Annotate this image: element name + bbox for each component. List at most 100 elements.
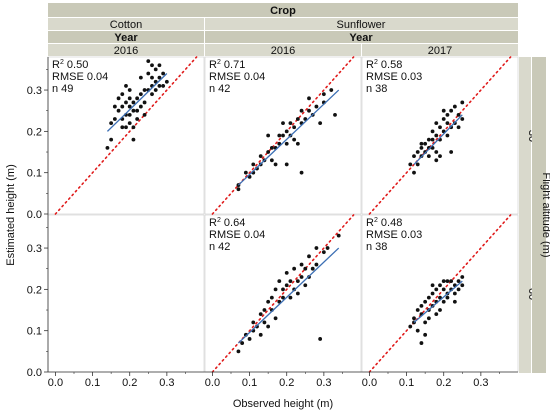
data-point bbox=[142, 88, 147, 92]
data-point bbox=[288, 279, 293, 284]
data-point bbox=[292, 137, 297, 142]
data-point bbox=[138, 92, 143, 97]
data-point bbox=[273, 316, 278, 321]
data-point bbox=[295, 117, 300, 121]
altitude-title-strip bbox=[532, 57, 546, 373]
data-point bbox=[292, 125, 297, 130]
x-tick-label: 0.1 bbox=[399, 377, 414, 389]
regression-line bbox=[106, 73, 168, 132]
n-label: n 49 bbox=[52, 83, 73, 95]
data-point bbox=[456, 112, 461, 117]
data-point bbox=[415, 328, 420, 333]
data-point bbox=[438, 283, 442, 288]
data-point bbox=[460, 275, 465, 279]
data-point bbox=[329, 88, 334, 92]
data-point bbox=[438, 125, 442, 130]
data-point bbox=[299, 170, 304, 175]
data-point bbox=[423, 141, 428, 146]
data-point bbox=[284, 129, 289, 134]
n-label: n 42 bbox=[209, 241, 230, 253]
year-2016-sunflower-strip bbox=[205, 44, 361, 56]
data-point bbox=[299, 262, 304, 267]
data-point bbox=[288, 121, 293, 126]
year-strip-sunflower-title: Year bbox=[349, 32, 373, 44]
data-point bbox=[449, 108, 454, 113]
data-point bbox=[441, 108, 446, 113]
data-point bbox=[243, 170, 248, 175]
x-tick-label: 0.2 bbox=[279, 377, 294, 389]
data-point bbox=[423, 320, 428, 325]
data-point bbox=[120, 125, 125, 130]
data-point bbox=[127, 104, 132, 109]
data-point bbox=[131, 137, 136, 142]
data-point bbox=[135, 96, 140, 101]
data-point bbox=[419, 141, 424, 146]
y-tick-label: 0.2 bbox=[27, 284, 42, 296]
data-point bbox=[142, 100, 147, 105]
data-point bbox=[434, 150, 439, 154]
axes-layer: 0.0 0.0 0.1 0.1 0.2 0.2 0.3 0.3 0.0 0.1 0.2 0.3 0.0 0… bbox=[27, 57, 518, 389]
data-point bbox=[258, 332, 263, 337]
data-point bbox=[430, 137, 435, 142]
one-to-one-line bbox=[368, 56, 512, 215]
x-tick-label: 0.0 bbox=[48, 377, 63, 389]
data-point bbox=[441, 287, 446, 292]
year-strip-cotton-title: Year bbox=[114, 32, 138, 44]
data-point bbox=[412, 170, 416, 175]
data-point bbox=[135, 117, 140, 121]
data-point bbox=[258, 312, 263, 317]
data-point bbox=[299, 108, 304, 113]
data-point bbox=[295, 279, 300, 284]
crop-sunflower-strip bbox=[205, 18, 518, 30]
data-point bbox=[120, 92, 125, 97]
rmse-label: RMSE 0.03 bbox=[366, 229, 422, 241]
data-point bbox=[146, 71, 151, 76]
data-point bbox=[262, 320, 267, 325]
data-point bbox=[157, 63, 162, 68]
r2-label: R2 0.64 bbox=[209, 217, 245, 229]
data-point bbox=[112, 117, 117, 121]
data-point bbox=[281, 295, 285, 300]
data-point bbox=[307, 254, 311, 259]
data-point bbox=[131, 100, 136, 105]
x-tick-label: 0.1 bbox=[242, 377, 257, 389]
data-point bbox=[269, 295, 274, 300]
data-point bbox=[109, 121, 114, 126]
data-point bbox=[266, 324, 271, 329]
data-point bbox=[307, 96, 311, 101]
data-point bbox=[460, 283, 465, 288]
data-point bbox=[449, 279, 454, 284]
data-point bbox=[441, 279, 446, 284]
data-point bbox=[284, 270, 289, 275]
data-point bbox=[307, 108, 311, 113]
year-strip-sunflower bbox=[205, 31, 518, 43]
data-point bbox=[314, 246, 319, 250]
data-point bbox=[321, 250, 326, 255]
data-point bbox=[426, 137, 431, 142]
year-2017-sunflower-strip bbox=[362, 44, 518, 56]
y-tick-label: 0.2 bbox=[27, 126, 42, 138]
data-point bbox=[281, 133, 285, 138]
data-point bbox=[124, 100, 128, 105]
data-point bbox=[434, 133, 439, 138]
data-point bbox=[412, 316, 416, 321]
regression-line bbox=[237, 247, 340, 344]
data-point bbox=[284, 283, 289, 288]
data-point bbox=[325, 246, 330, 250]
data-point bbox=[161, 71, 166, 76]
r2-label: R2 0.58 bbox=[366, 59, 402, 71]
data-point bbox=[318, 337, 323, 341]
data-point bbox=[445, 112, 450, 117]
data-point bbox=[164, 79, 169, 84]
data-point bbox=[321, 92, 326, 97]
data-point bbox=[277, 133, 282, 138]
data-point bbox=[277, 279, 282, 284]
panel-frame bbox=[47, 214, 205, 373]
data-point bbox=[258, 154, 263, 159]
data-point bbox=[441, 117, 446, 121]
y-tick-label: 0.1 bbox=[27, 326, 42, 338]
data-point bbox=[251, 162, 256, 167]
